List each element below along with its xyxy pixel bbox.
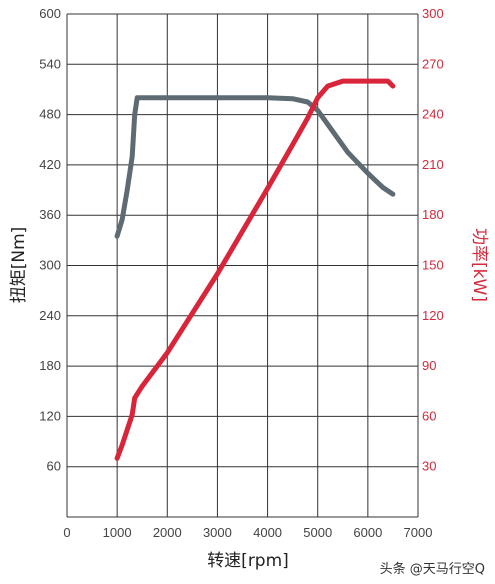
y-right-tick-label: 240	[422, 107, 444, 122]
y-right-tick-label: 150	[422, 258, 444, 273]
y-left-tick-label: 480	[39, 107, 61, 122]
y-right-tick-label: 300	[422, 6, 444, 21]
power-series-line	[114, 78, 396, 461]
x-axis-title: 转速[rpm]	[207, 551, 289, 571]
y-right-tick-label: 120	[422, 308, 444, 323]
y-right-tick-label: 210	[422, 157, 444, 172]
x-tick-label: 3000	[203, 525, 232, 540]
x-tick-label: 0	[63, 525, 70, 540]
y-left-tick-label: 300	[39, 258, 61, 273]
series	[114, 78, 396, 461]
x-tick-label: 7000	[404, 525, 433, 540]
watermark-text: 头条 @天马行空Q	[380, 561, 485, 577]
y-axis-left-title: 扭矩[Nm]	[9, 227, 29, 304]
y-left-tick-label: 120	[39, 408, 61, 423]
y-right-tick-label: 270	[422, 56, 444, 71]
x-tick-label: 5000	[303, 525, 332, 540]
y-left-tick-label: 240	[39, 308, 61, 323]
x-tick-label: 1000	[103, 525, 132, 540]
y-right-tick-label: 30	[422, 459, 436, 474]
y-left-tick-label: 60	[47, 459, 61, 474]
right-axis-ticks: 300 270 240 210 180 150 120 90 60 30	[422, 6, 444, 474]
x-tick-label: 6000	[353, 525, 382, 540]
left-axis-ticks: 600 540 480 420 360 300 240 180 120 60	[39, 6, 61, 474]
x-tick-label: 4000	[253, 525, 282, 540]
y-left-tick-label: 180	[39, 358, 61, 373]
y-axis-right-title: 功率[kW]	[469, 228, 489, 302]
grid	[66, 13, 419, 518]
y-right-tick-label: 60	[422, 408, 436, 423]
y-left-tick-label: 360	[39, 207, 61, 222]
y-right-tick-label: 90	[422, 358, 436, 373]
torque-series-line	[114, 95, 396, 239]
x-tick-label: 2000	[153, 525, 182, 540]
y-right-tick-label: 180	[422, 207, 444, 222]
x-axis-ticks: 0 1000 2000 3000 4000 5000 6000 7000	[63, 525, 432, 540]
y-left-tick-label: 540	[39, 56, 61, 71]
y-left-tick-label: 600	[39, 6, 61, 21]
y-left-tick-label: 420	[39, 157, 61, 172]
